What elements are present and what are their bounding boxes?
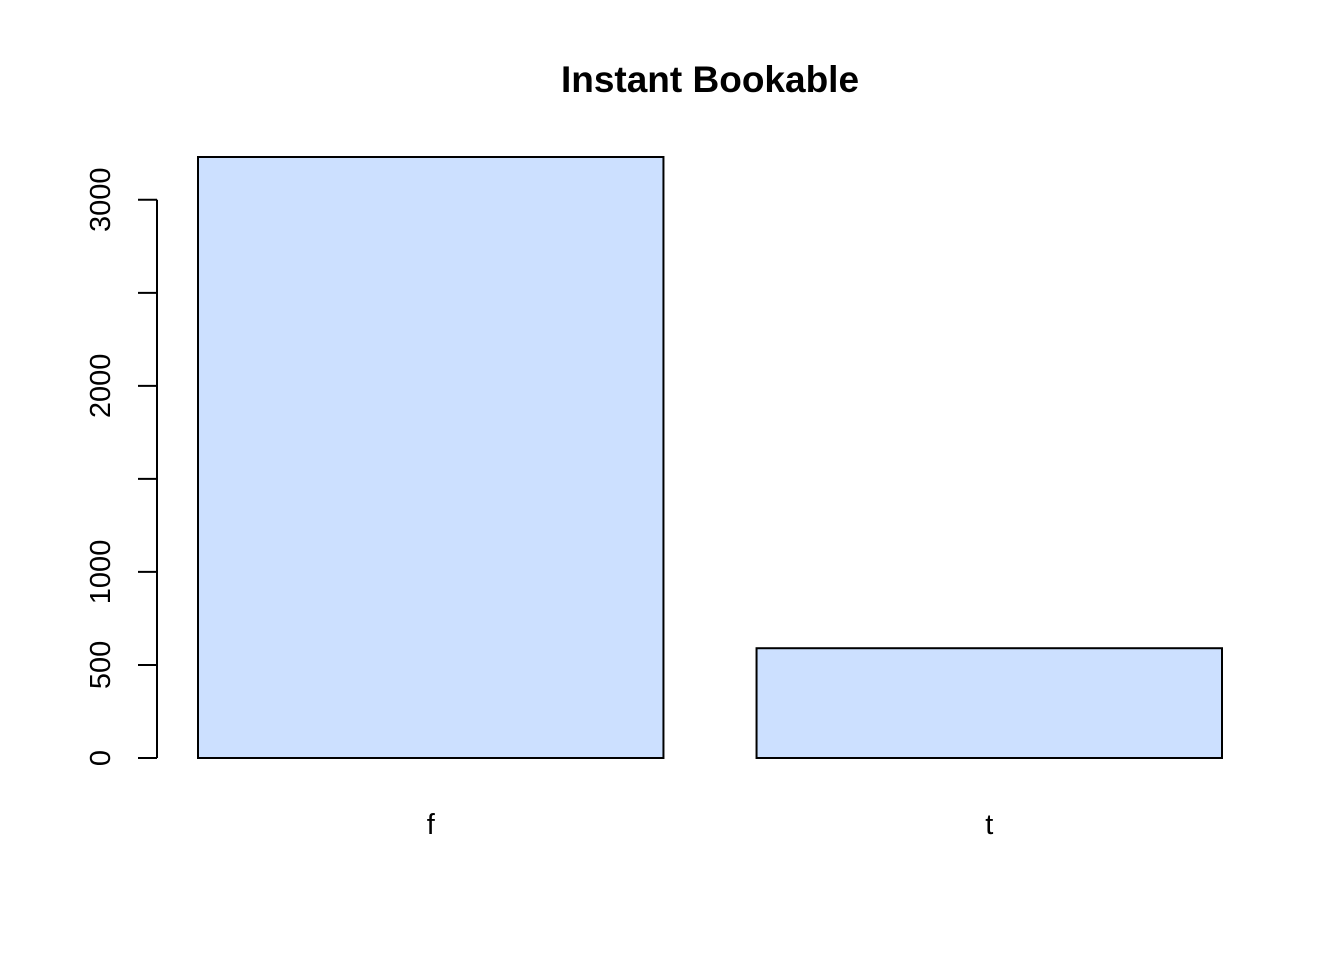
y-tick-label: 2000 — [85, 354, 117, 419]
bars-group — [197, 156, 1224, 759]
bar-t — [755, 647, 1224, 759]
y-tick-label: 0 — [85, 750, 117, 766]
chart-title: Instant Bookable — [561, 59, 859, 100]
y-axis-ticks: 0 500 1000 2000 3000 — [85, 168, 157, 766]
y-tick-label: 3000 — [85, 168, 117, 233]
x-category-label: f — [427, 809, 436, 841]
y-tick-label: 1000 — [85, 540, 117, 605]
bar-f — [197, 156, 665, 759]
x-category-label: t — [985, 809, 993, 841]
y-tick-label: 500 — [85, 641, 117, 689]
